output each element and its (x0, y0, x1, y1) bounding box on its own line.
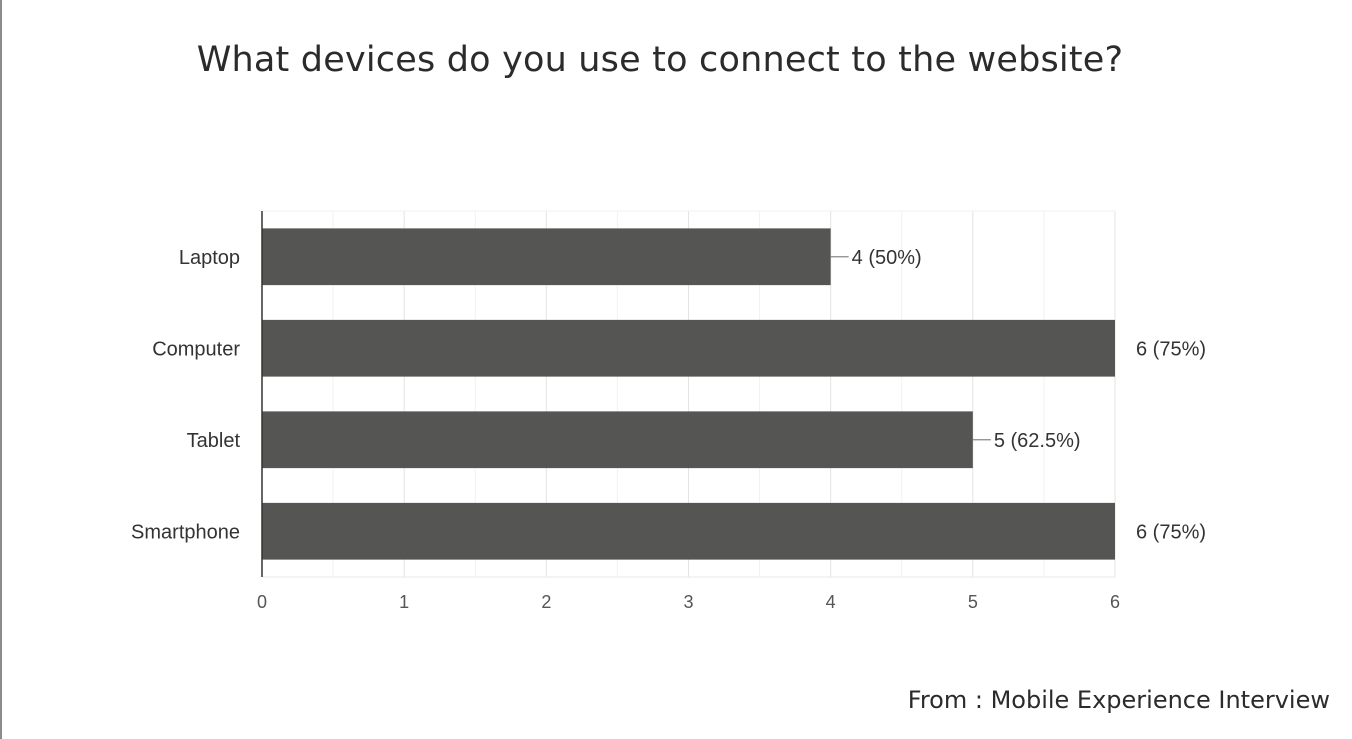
data-label: 4 (50%) (852, 247, 922, 269)
chart-title: What devices do you use to connect to th… (196, 40, 1124, 80)
data-label: 5 (62.5%) (994, 430, 1081, 452)
left-border (0, 0, 2, 739)
category-label: Tablet (187, 430, 241, 452)
axes: 0 1 2 3 4 5 6 (257, 211, 1120, 612)
bar-tablet (262, 411, 973, 469)
x-tick-label: 6 (1110, 592, 1120, 612)
bar-laptop (262, 228, 831, 286)
x-tick-label: 4 (826, 592, 836, 612)
source-note: From : Mobile Experience Interview (907, 686, 1330, 714)
data-label: 6 (75%) (1136, 521, 1206, 543)
category-label: Laptop (179, 247, 240, 269)
category-label: Smartphone (131, 521, 240, 543)
x-tick-label: 1 (399, 592, 409, 612)
bar-smartphone (262, 502, 1115, 560)
x-tick-label: 0 (257, 592, 267, 612)
category-label: Computer (152, 338, 240, 360)
data-label: 6 (75%) (1136, 338, 1206, 360)
bar-computer (262, 319, 1115, 377)
x-tick-label: 3 (683, 592, 693, 612)
labels: Laptop 4 (50%) Computer 6 (75%) Tablet 5 (62.… (131, 247, 1206, 544)
x-tick-label: 5 (968, 592, 978, 612)
bars (262, 228, 1115, 560)
x-tick-label: 2 (541, 592, 551, 612)
